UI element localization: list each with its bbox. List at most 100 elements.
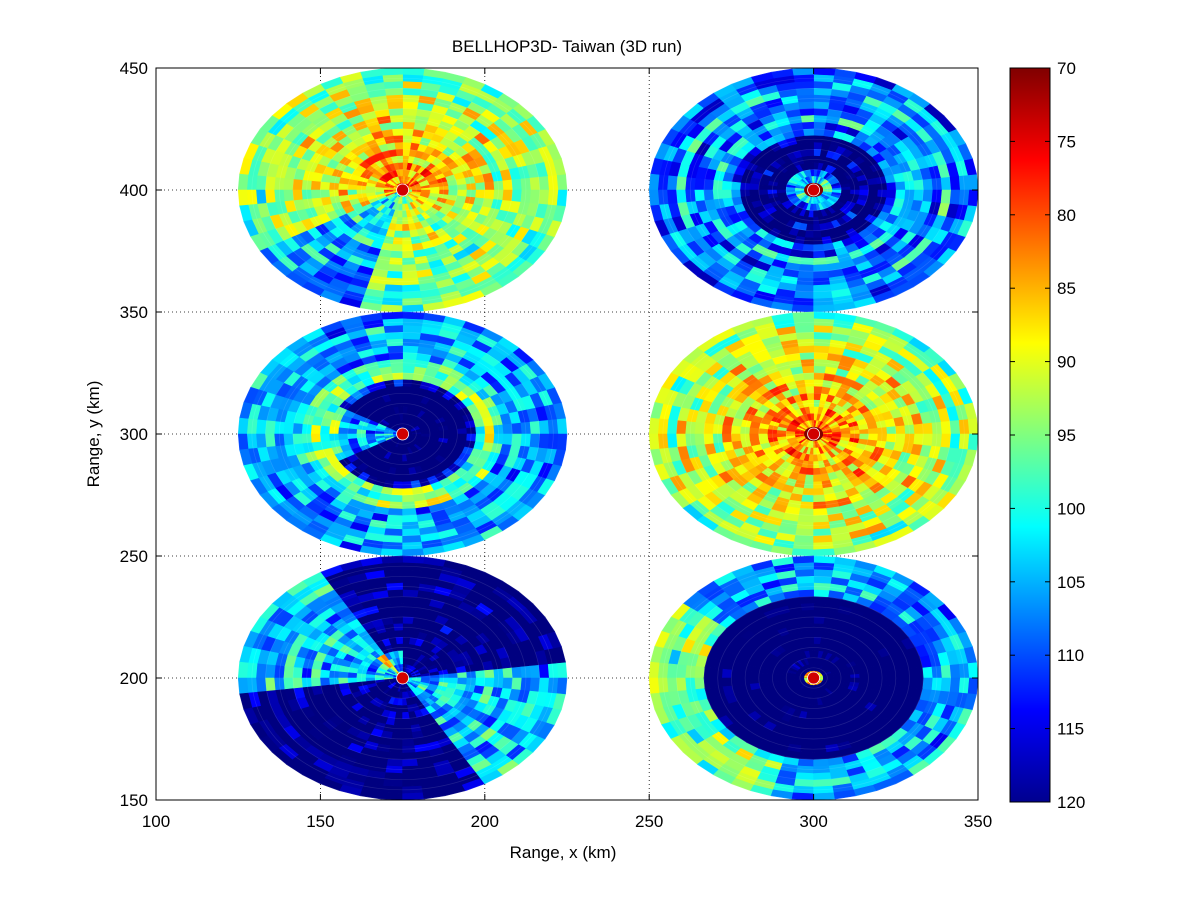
field-cell: [802, 731, 814, 740]
chart-title: BELLHOP3D- Taiwan (3D run): [452, 37, 682, 56]
field-cell: [387, 751, 403, 760]
field-cell: [402, 352, 418, 361]
field-cell: [749, 671, 760, 679]
field-cell: [912, 667, 924, 679]
field-cell: [885, 181, 897, 191]
field-cell: [921, 189, 933, 202]
field-cell: [237, 189, 250, 207]
field-cell: [365, 186, 376, 191]
field-cell: [474, 669, 486, 679]
field-cell: [813, 352, 829, 361]
field-cell: [967, 417, 978, 435]
field-cell: [390, 250, 403, 259]
field-cell: [283, 178, 295, 191]
field-cell: [667, 175, 679, 191]
field-cell: [474, 189, 486, 199]
field-cell: [791, 303, 814, 313]
field-cell: [395, 711, 403, 720]
field-panel: [237, 555, 568, 800]
field-cell: [721, 668, 733, 679]
field-cell: [483, 668, 495, 679]
field-cell: [384, 771, 403, 781]
field-cell: [648, 189, 661, 207]
field-cell: [402, 575, 421, 585]
field-cell: [538, 175, 550, 191]
field-cell: [797, 758, 814, 767]
field-cell: [320, 189, 331, 199]
field-cell: [676, 677, 688, 692]
field-cell: [320, 433, 331, 443]
field-cell: [402, 311, 425, 321]
field-cell: [391, 243, 403, 252]
field-cell: [510, 189, 522, 202]
field-cell: [386, 758, 403, 767]
field-cell: [813, 575, 832, 585]
field-cell: [402, 392, 411, 401]
field-cell: [397, 453, 403, 462]
field-cell: [813, 738, 826, 747]
field-cell: [402, 494, 415, 503]
field-cell: [806, 223, 814, 232]
field-cell: [813, 514, 830, 523]
field-cell: [387, 596, 403, 605]
field-cell: [858, 433, 869, 440]
field-cell: [885, 677, 897, 687]
field-cell: [813, 731, 825, 740]
field-cell: [510, 666, 522, 679]
field-cell: [402, 372, 414, 381]
field-cell: [813, 108, 829, 117]
field-cell: [237, 677, 250, 695]
field-cell: [510, 422, 522, 435]
field-cell: [380, 303, 403, 313]
field-cell: [393, 229, 403, 238]
field-cell: [474, 433, 486, 443]
field-cell: [538, 663, 550, 679]
field-cell: [804, 473, 814, 482]
field-cell: [283, 189, 295, 202]
field-cell: [402, 650, 408, 659]
field-cell: [402, 229, 412, 238]
field-cell: [310, 424, 322, 435]
field-cell: [402, 791, 425, 800]
field-cell: [813, 636, 822, 645]
field-cell: [791, 791, 814, 800]
field-cell: [402, 487, 414, 496]
field-cell: [402, 365, 415, 374]
field-cell: [813, 751, 829, 760]
field-cell: [694, 178, 706, 191]
field-cell: [813, 555, 836, 565]
source-marker: [396, 183, 410, 197]
field-cell: [813, 68, 836, 77]
field-cell: [885, 189, 897, 199]
field-cell: [402, 283, 421, 293]
field-cell: [731, 181, 742, 191]
field-cell: [402, 142, 412, 151]
field-cell: [801, 494, 814, 503]
field-cell: [402, 87, 421, 97]
field-cell: [921, 422, 933, 435]
field-cell: [801, 365, 814, 374]
field-panel: [648, 68, 978, 313]
field-cell: [283, 433, 295, 446]
field-cell: [391, 372, 403, 381]
field-cell: [429, 189, 440, 194]
field-cell: [801, 738, 814, 747]
field-cell: [802, 616, 814, 625]
field-cell: [390, 494, 403, 503]
source-marker: [807, 427, 820, 441]
field-panel: [237, 68, 568, 313]
field-cell: [813, 392, 822, 401]
field-cell: [940, 189, 951, 204]
field-cell: [538, 189, 550, 205]
field-cell: [921, 677, 933, 690]
field-cell: [667, 419, 679, 435]
field-cell: [813, 386, 823, 395]
field-cell: [391, 487, 403, 496]
field-cell: [894, 433, 906, 444]
field-cell: [801, 609, 814, 618]
field-cell: [813, 365, 826, 374]
field-cell: [721, 433, 733, 444]
field-cell: [703, 677, 715, 689]
field-cell: [798, 507, 814, 516]
field-cell: [703, 667, 715, 679]
